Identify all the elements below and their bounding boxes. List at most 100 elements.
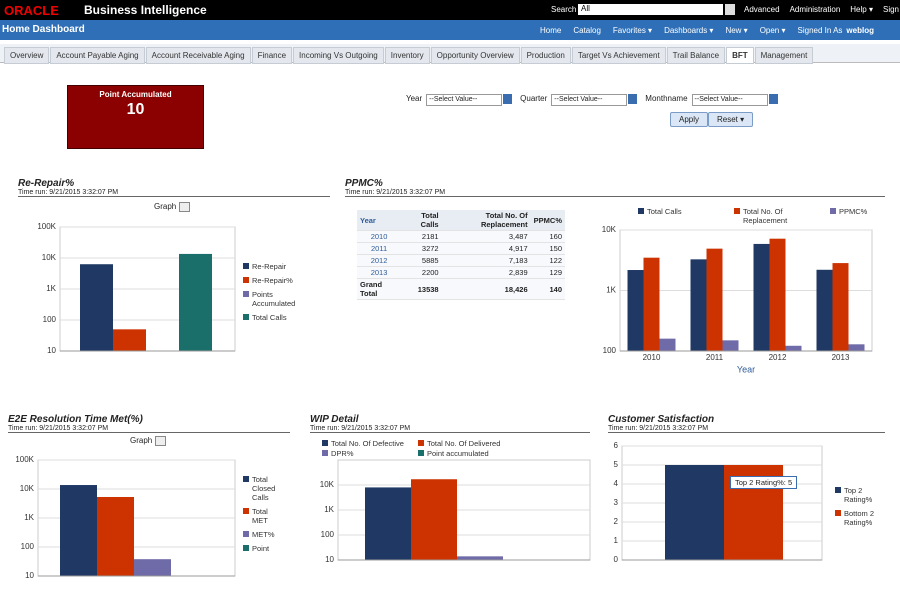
product-name: Business Intelligence — [84, 3, 207, 17]
section-title: PPMC% — [345, 178, 383, 189]
bar — [785, 345, 802, 351]
section-header: PPMC% Time run: 9/21/2015 3:32:07 PM — [345, 178, 885, 197]
view-selector[interactable]: Graph — [154, 202, 191, 212]
kpi-value: 10 — [126, 101, 145, 118]
bar — [706, 248, 723, 351]
tab[interactable]: Account Payable Aging — [50, 47, 145, 64]
tab[interactable]: Production — [520, 47, 571, 64]
legend-item: Bottom 2 Rating% — [835, 509, 880, 527]
legend-swatch — [243, 508, 249, 514]
y-tick-label: 6 — [614, 441, 619, 450]
y-tick-label: 1K — [606, 286, 616, 295]
column-header: Total Calls — [401, 210, 442, 231]
section-title: Re-Repair% — [18, 178, 75, 189]
tab[interactable]: Account Receivable Aging — [145, 47, 251, 64]
legend-label: Points Accumulated — [252, 290, 296, 308]
table-cell: 2181 — [401, 230, 442, 243]
header-link[interactable]: Advanced — [744, 5, 780, 14]
table-cell: 2200 — [401, 266, 442, 279]
legend: Total Calls Total No. Of Replacement PPMC% — [638, 207, 900, 225]
nav-link[interactable]: Favorites ▾ — [612, 26, 653, 35]
table-header: Year Total Calls Total No. Of Replacement P… — [357, 210, 565, 231]
time-run: Time run: 9/21/2015 3:32:07 PM — [18, 189, 119, 196]
table-cell: 150 — [530, 242, 565, 255]
filter-select[interactable]: --Select Value-- — [691, 94, 768, 106]
legend-swatch — [243, 545, 249, 551]
x-tick-label: 2011 — [706, 353, 724, 362]
legend-item: Total No. Of Delivered — [418, 439, 508, 448]
view-selector[interactable]: Graph — [130, 436, 167, 446]
y-tick-label: 10K — [320, 480, 335, 489]
legend-swatch — [243, 476, 249, 482]
filter-select[interactable]: --Select Value-- — [551, 94, 628, 106]
legend-label: Total MET — [252, 507, 268, 525]
table-cell: 160 — [530, 230, 565, 243]
tooltip: Top 2 Rating%: 5 — [730, 476, 798, 489]
filter-label: Year — [406, 94, 423, 103]
header-link[interactable]: Administration — [789, 5, 841, 14]
legend-swatch — [243, 277, 249, 283]
table-cell: 5885 — [401, 254, 442, 267]
bar — [753, 243, 770, 351]
nav-link[interactable]: Home — [540, 26, 562, 35]
table-cell: 2,839 — [441, 266, 531, 279]
section-header: Re-Repair% Time run: 9/21/2015 3:32:07 PM — [18, 178, 330, 197]
dashboard-title: Home Dashboard — [2, 24, 85, 35]
filter-select[interactable]: --Select Value-- — [426, 94, 503, 106]
view-arrow[interactable] — [179, 202, 191, 212]
tab[interactable]: Management — [754, 47, 814, 64]
dropdown-arrow[interactable] — [503, 94, 513, 104]
search-box[interactable]: All — [578, 4, 723, 15]
tab[interactable]: Incoming Vs Outgoing — [293, 47, 384, 64]
table-cell: Grand Total — [357, 278, 402, 300]
bar — [60, 485, 97, 576]
view-arrow[interactable] — [155, 436, 167, 446]
column-header: Year — [357, 210, 402, 231]
nav-link[interactable]: Open ▾ — [759, 26, 786, 35]
nav-link[interactable]: New ▾ — [725, 26, 748, 35]
header-link[interactable]: Help ▾ — [850, 5, 873, 14]
tab[interactable]: BFT — [726, 47, 754, 64]
view-label: Graph — [154, 202, 177, 212]
y-tick-label: 0 — [614, 555, 619, 564]
reset-button[interactable]: Reset ▾ — [708, 112, 754, 127]
apply-button[interactable]: Apply — [670, 112, 709, 127]
legend-item: Point — [243, 544, 283, 553]
tab[interactable]: Overview — [4, 47, 50, 64]
column-header: PPMC% — [530, 210, 565, 231]
legend-swatch — [835, 487, 841, 493]
bar — [411, 479, 457, 560]
legend-item: Total No. Of Replacement — [734, 207, 824, 225]
y-tick-label: 100 — [603, 346, 617, 355]
table-cell: 3272 — [401, 242, 442, 255]
bar — [97, 496, 134, 576]
y-tick-label: 1 — [614, 536, 619, 545]
tab[interactable]: Trail Balance — [666, 47, 726, 64]
tab[interactable]: Opportunity Overview — [430, 47, 520, 64]
dropdown-arrow[interactable] — [628, 94, 638, 104]
legend: Top 2 Rating% Bottom 2 Rating% — [835, 486, 880, 527]
logo: ORACLE — [4, 3, 59, 18]
tab[interactable]: Inventory — [384, 47, 430, 64]
bar — [365, 487, 411, 560]
tab[interactable]: Target Vs Achievement — [571, 47, 666, 64]
bar — [816, 269, 833, 351]
legend-label: Re-Repair% — [252, 276, 293, 285]
header-link[interactable]: Sign Out — [882, 5, 900, 14]
legend-item: Top 2 Rating% — [835, 486, 880, 504]
table-row: 2013 2200 2,839 129 — [357, 266, 565, 279]
dropdown-arrow[interactable] — [768, 94, 778, 104]
nav-link[interactable]: Dashboards ▾ — [664, 26, 714, 35]
section-header: WIP Detail Time run: 9/21/2015 3:32:07 PM — [310, 414, 590, 433]
search-button[interactable] — [725, 4, 735, 15]
table-cell: 2012 — [357, 254, 402, 267]
legend-label: Bottom 2 Rating% — [844, 509, 875, 527]
bar — [769, 238, 786, 351]
table-cell: 7,183 — [441, 254, 531, 267]
tab[interactable]: Finance — [251, 47, 293, 64]
nav-link[interactable]: Catalog — [573, 26, 601, 35]
legend-swatch — [734, 208, 740, 214]
legend-label: Re-Repair — [252, 262, 287, 271]
bar — [690, 259, 707, 351]
